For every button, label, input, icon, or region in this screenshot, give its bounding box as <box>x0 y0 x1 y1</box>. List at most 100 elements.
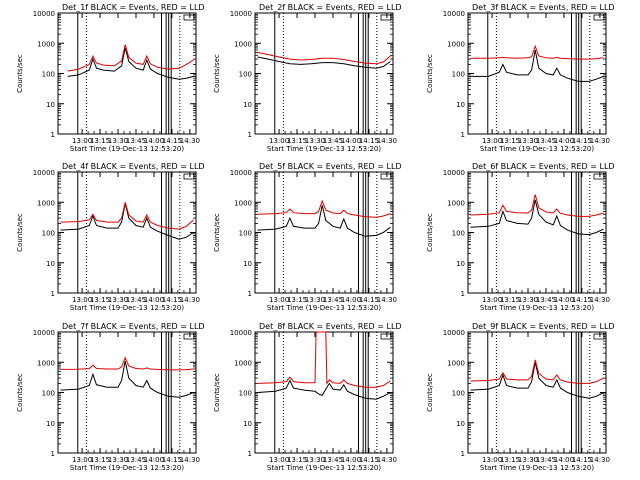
y-tick-label: 1 <box>51 290 55 298</box>
y-tick-label: 100 <box>42 230 55 238</box>
y-tick-label: 100 <box>452 390 465 398</box>
series-line-events <box>470 199 604 236</box>
y-axis-label: Counts/sec <box>16 373 24 412</box>
series-line-events <box>60 203 194 240</box>
x-tick-label: 13:00 <box>482 456 502 464</box>
x-tick-label: 14:15 <box>359 456 379 464</box>
y-tick-label: 10 <box>46 420 55 428</box>
x-axis-label: Start Time (19-Dec-13 12:53:20) <box>267 304 381 312</box>
series-line-events <box>60 360 194 398</box>
x-tick-label: 14:00 <box>554 137 574 145</box>
y-tick-label: 1 <box>461 450 465 458</box>
y-tick-label: 1 <box>248 131 252 139</box>
x-tick-label: 13:45 <box>126 456 146 464</box>
panel-4: Det_4f BLACK = Events, RED = LLD Counts/s… <box>16 162 205 312</box>
x-tick-label: 14:15 <box>572 456 592 464</box>
y-tick-label: 10 <box>243 420 252 428</box>
panel-7: Det_7f BLACK = Events, RED = LLD Counts/s… <box>16 322 205 472</box>
x-tick-label: 13:00 <box>482 137 502 145</box>
y-tick-label: 1000 <box>234 40 252 48</box>
x-tick-label: 13:45 <box>323 296 343 304</box>
series-line-lld <box>470 194 604 217</box>
x-tick-label: 13:15 <box>500 456 520 464</box>
x-tick-label: 13:15 <box>287 296 307 304</box>
y-tick-label: 1 <box>51 131 55 139</box>
corner-box <box>183 173 195 180</box>
plot-frame <box>57 331 197 454</box>
y-tick-label: 10 <box>456 260 465 268</box>
series-line-events <box>257 56 391 69</box>
y-tick-label: 10 <box>243 101 252 109</box>
x-tick-label: 14:15 <box>162 456 182 464</box>
x-tick-label: 14:00 <box>144 137 164 145</box>
plot-frame <box>57 171 197 294</box>
x-tick-label: 14:30 <box>590 137 610 145</box>
series-line-lld <box>257 199 391 218</box>
x-tick-label: 13:15 <box>90 137 110 145</box>
y-tick-label: 1000 <box>447 359 465 367</box>
panel-title: Det_3f BLACK = Events, RED = LLD <box>472 3 615 12</box>
x-tick-label: 14:00 <box>341 456 361 464</box>
y-tick-label: 10000 <box>33 10 55 18</box>
y-tick-label: 100 <box>239 390 252 398</box>
plot-frame <box>254 171 394 294</box>
y-tick-label: 100 <box>42 71 55 79</box>
y-tick-label: 10000 <box>443 169 465 177</box>
y-tick-label: 10000 <box>230 169 252 177</box>
x-tick-label: 14:00 <box>144 456 164 464</box>
y-axis-label: Counts/sec <box>213 213 221 252</box>
x-tick-label: 14:00 <box>144 296 164 304</box>
y-tick-label: 10000 <box>230 329 252 337</box>
panel-1: Det_1f BLACK = Events, RED = LLD Counts/s… <box>16 3 205 153</box>
y-tick-label: 100 <box>239 71 252 79</box>
x-tick-label: 14:15 <box>359 137 379 145</box>
x-tick-label: 14:30 <box>180 296 200 304</box>
corner-box <box>183 14 195 21</box>
y-tick-label: 10 <box>243 260 252 268</box>
x-tick-label: 13:30 <box>305 296 325 304</box>
panel-title: Det_7f BLACK = Events, RED = LLD <box>62 322 205 331</box>
x-axis-label: Start Time (19-Dec-13 12:53:20) <box>267 464 381 472</box>
panel-title: Det_1f BLACK = Events, RED = LLD <box>62 3 205 12</box>
x-tick-label: 14:15 <box>572 137 592 145</box>
y-tick-label: 10000 <box>443 329 465 337</box>
y-tick-label: 1000 <box>234 199 252 207</box>
panel-title: Det_9f BLACK = Events, RED = LLD <box>472 322 615 331</box>
panel-title: Det_6f BLACK = Events, RED = LLD <box>472 162 615 171</box>
x-tick-label: 13:15 <box>90 296 110 304</box>
y-tick-label: 10000 <box>33 169 55 177</box>
x-tick-label: 14:00 <box>554 296 574 304</box>
x-tick-label: 14:30 <box>590 296 610 304</box>
y-tick-label: 1 <box>461 131 465 139</box>
y-tick-label: 1000 <box>447 40 465 48</box>
x-tick-label: 14:30 <box>180 137 200 145</box>
series-line-events <box>470 362 604 399</box>
panel-title: Det_5f BLACK = Events, RED = LLD <box>259 162 402 171</box>
corner-box <box>593 14 605 21</box>
x-tick-label: 13:45 <box>323 137 343 145</box>
panel-3: Det_3f BLACK = Events, RED = LLD Counts/s… <box>426 3 615 153</box>
x-tick-label: 13:00 <box>269 296 289 304</box>
x-axis-label: Start Time (19-Dec-13 12:53:20) <box>480 304 594 312</box>
series-line-events <box>257 205 391 237</box>
series-line-lld <box>470 359 604 384</box>
plot-frame <box>57 12 197 135</box>
corner-box <box>593 173 605 180</box>
panel-title: Det_4f BLACK = Events, RED = LLD <box>62 162 205 171</box>
x-tick-label: 14:30 <box>377 296 397 304</box>
x-tick-label: 14:30 <box>590 456 610 464</box>
x-axis-label: Start Time (19-Dec-13 12:53:20) <box>267 145 381 153</box>
x-tick-label: 13:30 <box>305 137 325 145</box>
y-tick-label: 100 <box>42 390 55 398</box>
x-tick-label: 13:00 <box>482 296 502 304</box>
series-line-lld <box>257 51 391 65</box>
y-axis-label: Counts/sec <box>426 373 434 412</box>
y-tick-label: 1 <box>248 290 252 298</box>
y-axis-label: Counts/sec <box>426 213 434 252</box>
y-tick-label: 1 <box>461 290 465 298</box>
x-axis-label: Start Time (19-Dec-13 12:53:20) <box>70 464 184 472</box>
panel-6: Det_6f BLACK = Events, RED = LLD Counts/s… <box>426 162 615 312</box>
y-tick-label: 10 <box>456 101 465 109</box>
panel-5: Det_5f BLACK = Events, RED = LLD Counts/s… <box>213 162 402 312</box>
